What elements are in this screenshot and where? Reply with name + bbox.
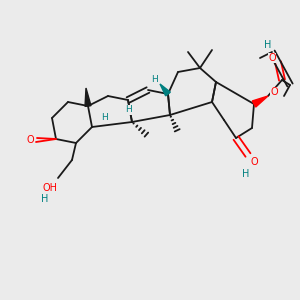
Text: H: H <box>264 40 272 50</box>
Text: H: H <box>242 169 250 179</box>
Text: H: H <box>151 76 158 85</box>
Text: H: H <box>100 112 107 122</box>
Text: O: O <box>26 135 34 145</box>
Text: O: O <box>270 87 278 97</box>
Text: O: O <box>268 53 276 63</box>
Polygon shape <box>252 96 268 107</box>
Text: O: O <box>250 157 258 167</box>
Polygon shape <box>85 88 91 106</box>
Text: OH: OH <box>43 183 58 193</box>
Text: H: H <box>126 106 132 115</box>
Polygon shape <box>160 84 170 96</box>
Text: H: H <box>41 194 49 204</box>
